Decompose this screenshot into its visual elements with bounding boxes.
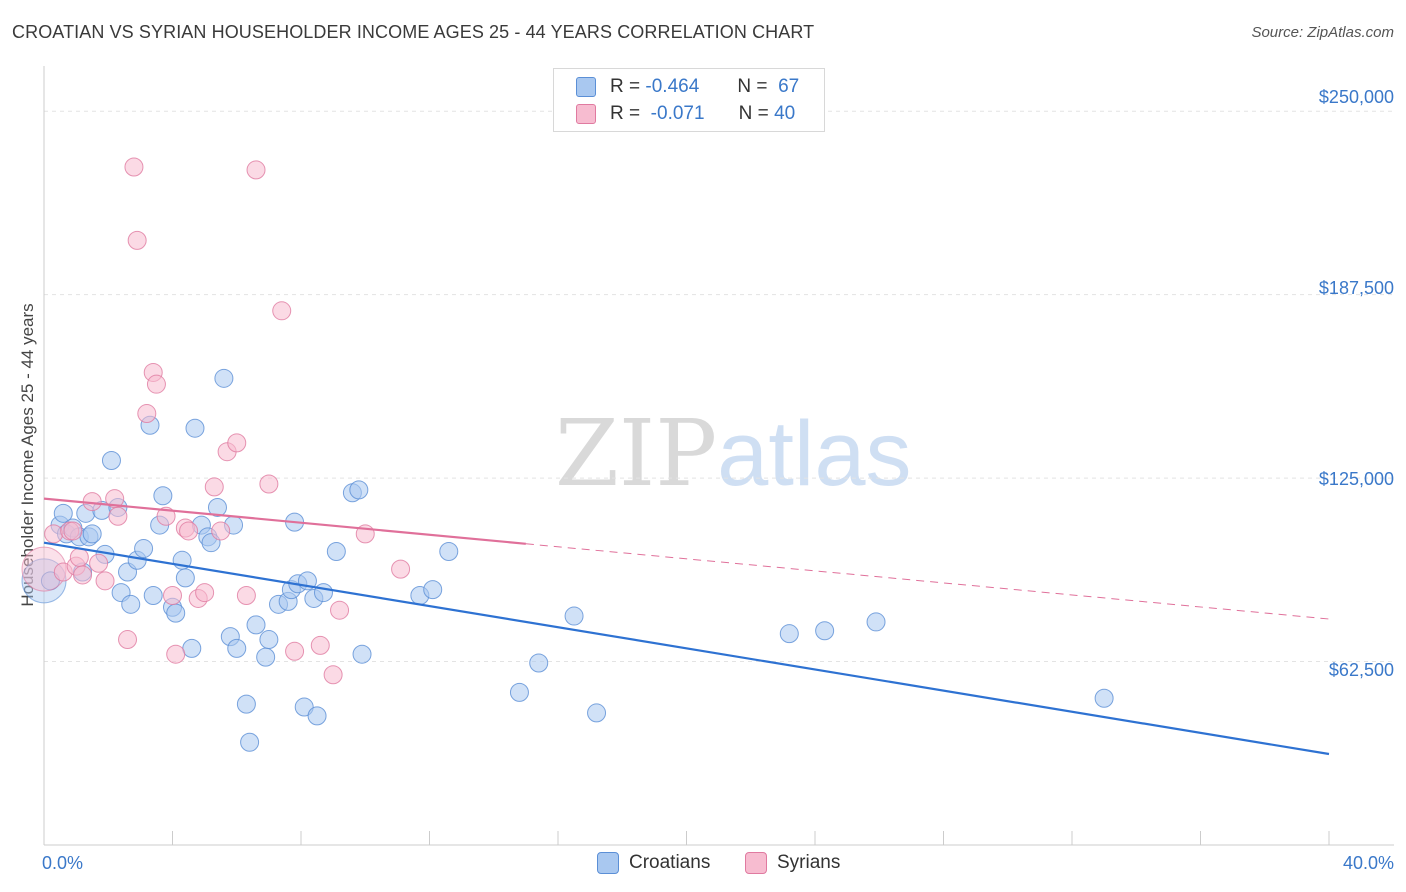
y-tick-label-62500: $62,500 (1328, 660, 1394, 680)
syrian-point (285, 641, 305, 661)
croatian-point (182, 638, 202, 658)
syrian-point (179, 521, 199, 541)
croatian-point (529, 653, 549, 673)
y-tick-label-187500: $187,500 (1318, 278, 1394, 298)
syrian-point (227, 433, 247, 453)
croatian-point (101, 451, 121, 470)
syrian-point (195, 583, 215, 603)
bottom-legend-label-croatians: Croatians (629, 852, 711, 873)
croatian-point (509, 682, 529, 702)
x-tick-label-max: 40.0% (1342, 853, 1394, 873)
croatian-point (587, 703, 607, 723)
croatian-point (423, 580, 443, 600)
legend-n-label: N = (737, 76, 768, 97)
legend-n-value: 40 (774, 103, 796, 124)
syrian-point (310, 635, 330, 655)
syrian-point (73, 565, 93, 585)
syrian-point (211, 521, 231, 541)
croatian-point (166, 603, 186, 623)
syrian-trend-line (43, 497, 526, 545)
syrian-point (323, 665, 343, 685)
croatian-point (439, 541, 459, 561)
syrian-point (89, 553, 109, 573)
croatian-point (349, 480, 369, 500)
source-credit: Source: ZipAtlas.com (1251, 24, 1394, 41)
syrian-point (156, 506, 176, 526)
syrian-point (118, 630, 138, 650)
croatian-point (175, 568, 195, 588)
croatian-point (1094, 688, 1114, 708)
croatian-point (185, 418, 205, 438)
croatian-point (326, 541, 346, 561)
croatian-point (121, 594, 141, 614)
croatian-point (352, 644, 372, 664)
croatian-point (564, 606, 584, 626)
syrian-point (63, 521, 83, 541)
croatian-point (207, 497, 227, 517)
croatian-point (143, 586, 163, 606)
syrian-point (44, 524, 64, 544)
croatian-point (214, 368, 234, 388)
syrian-point (108, 506, 128, 526)
syrian-trend-line-extension (525, 543, 1330, 620)
syrian-point (272, 301, 292, 321)
croatian-point (256, 647, 276, 667)
syrian-point (259, 474, 279, 494)
croatian-point (259, 630, 279, 650)
syrian-point (127, 230, 147, 250)
chart-title: CROATIAN VS SYRIAN HOUSEHOLDER INCOME AG… (12, 22, 815, 42)
watermark: ZIPatlas (555, 400, 912, 507)
y-tick-label-250000: $250,000 (1318, 87, 1394, 107)
legend-r-value: -0.071 (650, 103, 705, 124)
bottom-legend-swatch-syrians (745, 852, 767, 874)
croatian-point (134, 539, 154, 559)
legend-n-label: N = (738, 103, 769, 124)
croatian-point (227, 638, 247, 658)
croatian-trend-line (43, 541, 1330, 756)
croatian-point (313, 583, 333, 603)
watermark-zip: ZIP (555, 400, 718, 507)
croatian-point (53, 503, 73, 523)
bottom-legend-croatians: Croatians (597, 852, 710, 874)
legend-r-label: R = (610, 103, 641, 124)
legend-r-value: -0.464 (645, 76, 700, 97)
croatian-point (866, 612, 886, 632)
croatian-point (240, 732, 260, 752)
croatian-point (307, 706, 327, 726)
syrian-point (124, 157, 144, 177)
croatian-point (246, 615, 266, 635)
syrian-point (146, 374, 166, 394)
legend-n-value: 67 (778, 76, 800, 97)
croatian-point (82, 524, 102, 544)
syrian-point (391, 559, 411, 579)
syrian-point (166, 644, 186, 664)
syrian-point (163, 586, 182, 606)
syrian-point (236, 586, 256, 606)
syrian-point (246, 160, 266, 180)
croatian-point (815, 621, 835, 641)
syrian-point (137, 404, 157, 424)
croatian-point (153, 486, 173, 506)
syrian-point (95, 571, 115, 591)
syrian-point (69, 547, 89, 567)
bottom-legend-swatch-croatians (597, 852, 619, 874)
correlation-legend: R = -0.464 N = 67 R = -0.071 N = 40 (553, 68, 825, 132)
legend-row-croatians: R = -0.464 N = 67 (576, 74, 799, 100)
syrian-point (204, 477, 224, 497)
syrian-point (330, 600, 350, 620)
y-tick-label-125000: $125,000 (1318, 469, 1394, 489)
croatian-point (236, 694, 256, 714)
legend-swatch-croatians (576, 77, 596, 97)
legend-r-label: R = (610, 76, 641, 97)
bottom-legend-label-syrians: Syrians (777, 852, 841, 873)
x-tick-label-min: 0.0% (42, 853, 84, 873)
croatian-point (779, 624, 799, 644)
legend-row-syrians: R = -0.071 N = 40 (576, 101, 795, 127)
legend-swatch-syrians (576, 104, 596, 124)
watermark-atlas: atlas (717, 403, 912, 505)
bottom-legend-syrians: Syrians (745, 852, 840, 874)
